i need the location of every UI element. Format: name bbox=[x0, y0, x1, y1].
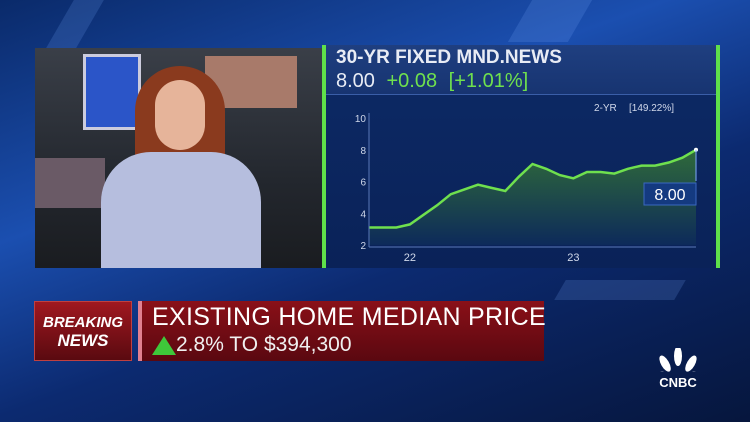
y-tick-label: 10 bbox=[355, 114, 367, 125]
y-tick-label: 4 bbox=[360, 209, 366, 220]
quote-change-pct: [+1.01%] bbox=[448, 70, 529, 92]
badge-top: BREAKING bbox=[42, 314, 123, 331]
badge-bottom: NEWS bbox=[57, 331, 109, 350]
background-monitor bbox=[83, 54, 141, 130]
background-stripe bbox=[507, 0, 593, 42]
series-line bbox=[369, 148, 697, 229]
quote-change: +0.08 bbox=[386, 70, 438, 92]
headline-bar: EXISTING HOME MEDIAN PRICE 2.8% TO $394,… bbox=[138, 301, 546, 361]
cnbc-logo: CNBC bbox=[652, 346, 704, 390]
x-tick-label: 23 bbox=[567, 252, 579, 264]
capitol-image bbox=[35, 158, 105, 208]
y-tick-label: 6 bbox=[360, 178, 366, 189]
panel-title: 30-YR FIXED MND.NEWS bbox=[336, 47, 562, 68]
headline: EXISTING HOME MEDIAN PRICE bbox=[152, 303, 546, 331]
breaking-news-badge: BREAKING NEWS bbox=[34, 301, 132, 361]
quote-line: 8.00 +0.08 [+1.01%] bbox=[336, 70, 528, 92]
last-value-label: 8.00 bbox=[654, 187, 685, 204]
anchor-body bbox=[101, 152, 261, 268]
subline: 2.8% TO $394,300 bbox=[176, 333, 352, 356]
panel-header: 30-YR FIXED MND.NEWS 8.00 +0.08 [+1.01%] bbox=[326, 45, 716, 95]
peacock-icon bbox=[658, 346, 698, 384]
lower-third: BREAKING NEWS EXISTING HOME MEDIAN PRICE… bbox=[34, 301, 546, 361]
y-tick-label: 2 bbox=[360, 241, 366, 252]
logo-text: CNBC bbox=[659, 375, 697, 390]
rate-chart: 2 4 6 8 10 22 23 2-YR [149.22%] 8.00 bbox=[355, 103, 698, 264]
anchor-face bbox=[155, 80, 205, 150]
background-stripe bbox=[46, 0, 104, 48]
x-tick-label: 22 bbox=[404, 252, 416, 264]
background-stripe bbox=[554, 280, 686, 300]
y-tick-label: 8 bbox=[360, 146, 366, 157]
range-label: 2-YR bbox=[594, 103, 617, 114]
video-feed bbox=[35, 48, 322, 268]
quote-value: 8.00 bbox=[336, 70, 375, 92]
range-change: [149.22%] bbox=[629, 103, 674, 114]
up-triangle-icon bbox=[152, 336, 176, 355]
last-value-box bbox=[643, 182, 697, 206]
mortgage-rate-panel: 30-YR FIXED MND.NEWS 8.00 +0.08 [+1.01%]… bbox=[322, 45, 720, 268]
